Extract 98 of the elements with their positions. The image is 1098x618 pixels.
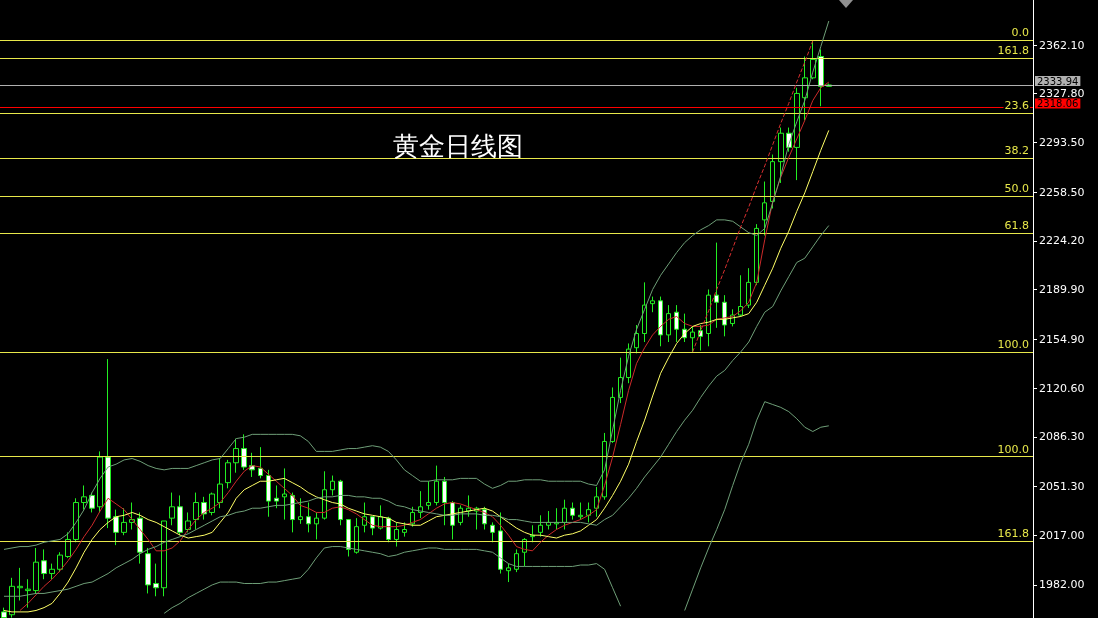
candlestick — [105, 358, 111, 529]
candlestick — [49, 563, 55, 580]
candlestick — [386, 516, 391, 543]
candlestick — [153, 563, 159, 597]
candlestick — [674, 304, 679, 343]
candlestick — [89, 492, 95, 513]
candlestick — [514, 548, 519, 573]
candlestick — [73, 497, 79, 543]
candlestick — [466, 494, 471, 518]
candlestick — [314, 511, 319, 540]
candlestick — [258, 446, 263, 479]
candlestick — [490, 521, 495, 543]
candlestick — [41, 548, 47, 580]
candlestick — [562, 499, 567, 531]
candlestick — [778, 127, 784, 184]
candlestick — [642, 281, 647, 343]
candlestick — [506, 563, 511, 583]
candlestick — [650, 296, 655, 313]
candlestick — [578, 502, 583, 521]
line-series — [3, 20, 830, 550]
candlestick — [434, 465, 439, 506]
candlestick — [65, 531, 71, 559]
candlestick — [666, 304, 671, 343]
candlestick — [586, 502, 591, 523]
candlestick — [402, 521, 407, 538]
candlestick — [241, 433, 247, 471]
candlestick — [538, 514, 543, 538]
y-tick-label: 2189.90 — [1039, 283, 1085, 297]
annotation: 50.0 — [1004, 182, 1029, 196]
annotation: 38.2 — [1004, 143, 1029, 157]
annotation: 61.8 — [1004, 218, 1029, 232]
candlestick — [169, 492, 175, 526]
candlestick — [25, 578, 31, 609]
text: 黄金日线图 — [393, 131, 523, 161]
candlestick — [298, 497, 303, 525]
candlestick — [217, 457, 223, 509]
y-tick-label: 2293.50 — [1039, 135, 1085, 149]
candlestick — [33, 547, 39, 594]
candlestick — [338, 479, 343, 526]
candlestick — [330, 475, 335, 496]
candlestick — [161, 520, 167, 597]
candlestick — [378, 504, 383, 531]
candlestick — [306, 502, 311, 533]
y-tick-label: 2017.00 — [1039, 528, 1085, 542]
y-tick-label: 2224.20 — [1039, 234, 1085, 248]
candlestick — [81, 484, 87, 511]
candlestick — [354, 517, 359, 555]
candlestick — [113, 509, 119, 546]
ref-line-label: 2333.94 — [1037, 75, 1079, 87]
candlestick — [145, 547, 151, 594]
candlestick — [762, 181, 767, 236]
candlestick — [57, 551, 63, 573]
candlestick — [225, 459, 231, 489]
line-series — [3, 225, 830, 597]
candlestick — [442, 476, 447, 526]
candlestick — [17, 567, 23, 602]
candlestick — [233, 438, 239, 474]
candlestick — [714, 242, 719, 329]
annotation: 0.0 — [1011, 26, 1029, 40]
candlestick — [121, 507, 127, 536]
y-tick-label: 2154.90 — [1039, 332, 1085, 346]
y-tick-label: 2362.10 — [1039, 38, 1085, 52]
candlestick — [634, 324, 639, 354]
candlestick — [394, 521, 399, 548]
candlestick — [370, 516, 375, 536]
candlestick — [97, 450, 103, 513]
candlestick — [498, 511, 503, 575]
y-tick-label: 2086.30 — [1039, 430, 1085, 444]
candlestick — [9, 577, 15, 618]
candlestick — [137, 511, 143, 565]
candlestick — [658, 296, 663, 347]
candlestick — [426, 480, 431, 511]
annotation: 100.0 — [997, 337, 1029, 351]
candlestick — [818, 48, 824, 107]
y-tick-label: 1982.00 — [1039, 578, 1085, 592]
annotation: 100.0 — [997, 442, 1029, 456]
candlestick — [193, 492, 199, 531]
candlestick — [738, 274, 743, 317]
candlestick — [690, 325, 695, 353]
candlestick — [746, 267, 751, 309]
candlestick — [1, 607, 7, 618]
candlestick — [570, 502, 575, 521]
candlestick — [410, 506, 415, 528]
y-tick-label: 2120.60 — [1039, 381, 1085, 395]
y-tick-label: 2051.30 — [1039, 479, 1085, 493]
candlestick — [346, 519, 351, 557]
candlestick — [177, 494, 183, 536]
y-tick-label: 2258.50 — [1039, 185, 1085, 199]
candlestick — [274, 484, 279, 509]
candlestick — [282, 467, 287, 521]
ref-line-label: 2318.06 — [1037, 98, 1079, 110]
annotation: 161.8 — [997, 43, 1029, 57]
candlestick — [770, 154, 775, 210]
candlestick — [209, 492, 215, 516]
candlestick — [201, 496, 207, 521]
candlestick — [266, 469, 271, 518]
annotation: 23.6 — [1004, 99, 1029, 113]
annotation: 161.8 — [997, 527, 1029, 541]
